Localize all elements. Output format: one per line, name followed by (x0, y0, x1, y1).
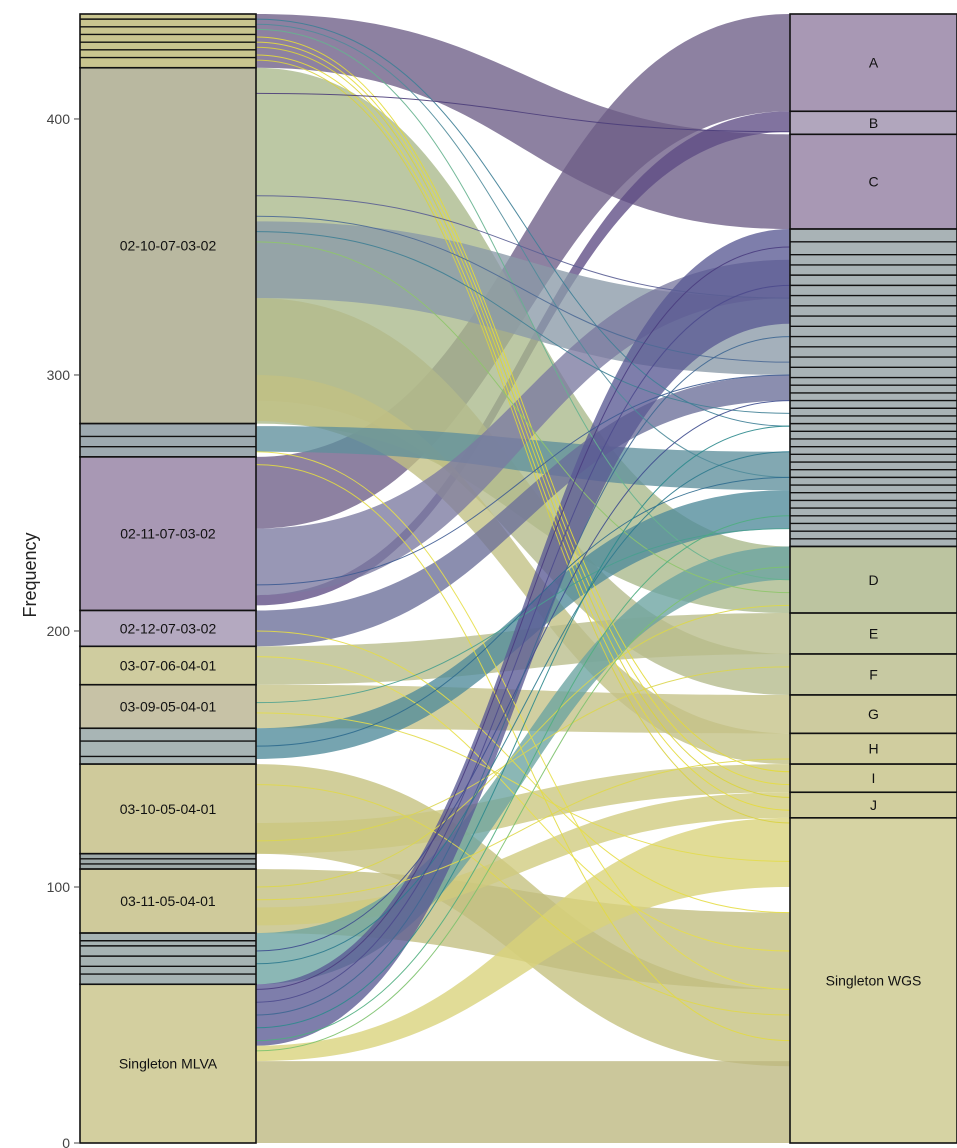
flow-thread-2 (255, 46, 791, 798)
wgs-axis-strata: A B C D E F G HIJ Singleton WGS (789, 13, 957, 1144)
mlva-stratum-0 (79, 13, 257, 69)
flow-thread-0 (255, 36, 791, 773)
flow-thread-28 (255, 284, 791, 1003)
mlva-stratum-label-8: 03-10-05-04-01 (120, 801, 217, 817)
flow-thread-15 (255, 374, 791, 586)
y-tick-label-2: 200 (47, 623, 71, 639)
flow-band-9 (256, 374, 790, 647)
flow-band-7 (256, 426, 790, 491)
mlva-stratum-8 (79, 763, 257, 855)
mlva-stratum-label-4: 02-12-07-03-02 (120, 620, 217, 636)
mlva-stratum-label-1: 02-10-07-03-02 (120, 238, 217, 254)
flow-band-16 (256, 792, 790, 926)
mlva-stratum-1 (79, 66, 257, 425)
y-axis-title: Frequency (20, 532, 40, 617)
wgs-stratum-9 (789, 763, 957, 794)
wgs-stratum-label-2: C (868, 174, 878, 190)
mlva-stratum-11 (79, 932, 257, 986)
wgs-stratum-label-1: B (869, 115, 878, 131)
wgs-stratum-6 (789, 653, 957, 696)
wgs-stratum-label-5: E (869, 626, 878, 642)
flow-band-18 (256, 229, 790, 1046)
wgs-stratum-11 (789, 817, 957, 1144)
flow-thread-13 (255, 451, 791, 990)
wgs-stratum-7 (789, 694, 957, 735)
wgs-stratum-label-0: A (869, 55, 879, 71)
mlva-stratum-4 (79, 609, 257, 648)
flow-thread-4 (255, 59, 791, 824)
mlva-stratum-label-12: Singleton MLVA (119, 1056, 218, 1072)
flow-thread-10 (255, 215, 791, 363)
wgs-stratum-8 (789, 732, 957, 765)
mlva-stratum-label-6: 03-09-05-04-01 (120, 699, 217, 715)
wgs-stratum-label-4: D (868, 572, 878, 588)
flow-thread-24 (255, 758, 791, 901)
flow-thread-3 (255, 54, 791, 811)
flow-band-6 (256, 374, 790, 765)
mlva-stratum-6 (79, 683, 257, 730)
y-tick-label-0: 0 (62, 1135, 70, 1148)
flow-thread-18 (255, 528, 791, 704)
flow-thread-7 (255, 28, 791, 581)
wgs-stratum-0 (789, 13, 957, 113)
wgs-stratum-label-8: H (868, 741, 878, 757)
flow-thread-9 (255, 195, 791, 299)
flow-thread-23 (255, 604, 791, 888)
y-axis: 0 100 200 300 400 (47, 111, 79, 1148)
flow-band-17 (256, 546, 790, 985)
flow-thread-22 (255, 666, 791, 842)
flow-thread-8 (255, 92, 791, 133)
flow-thread-20 (255, 476, 791, 747)
flow-band-8 (256, 259, 790, 596)
flow-thread-32 (255, 566, 791, 1052)
wgs-stratum-label-10: J (870, 797, 877, 813)
mlva-stratum-label-3: 02-11-07-03-02 (120, 526, 216, 542)
mlva-stratum-2 (79, 422, 257, 458)
flows-layer (256, 14, 790, 1143)
wgs-stratum-label-9: I (872, 770, 876, 786)
flow-thread-5 (255, 23, 791, 478)
flow-thread-30 (255, 425, 791, 1029)
wgs-stratum-label-7: G (868, 706, 879, 722)
mlva-stratum-12 (79, 983, 257, 1144)
mlva-axis-strata: 02-10-07-03-02 02-11-07-03-02 02-12-07-03-… (79, 13, 257, 1144)
flow-thread-19 (255, 712, 791, 862)
mlva-stratum-10 (79, 868, 257, 934)
flow-thread-12 (255, 241, 791, 594)
flow-thread-17 (255, 656, 791, 952)
mlva-stratum-9 (79, 852, 257, 870)
flow-thread-16 (255, 630, 791, 914)
flow-thread-29 (255, 336, 791, 1016)
flow-band-3 (256, 67, 790, 614)
y-tick-label-1: 100 (47, 879, 71, 895)
flow-thread-31 (255, 515, 791, 1042)
mlva-stratum-label-5: 03-07-06-04-01 (120, 658, 217, 674)
y-tick-label-3: 300 (47, 367, 71, 383)
wgs-stratum-label-6: F (869, 667, 878, 683)
flow-band-19 (256, 1061, 790, 1143)
wgs-stratum-2 (789, 133, 957, 230)
mlva-stratum-3 (79, 456, 257, 612)
wgs-stratum-5 (789, 612, 957, 655)
thread-lines-layer (255, 18, 791, 1052)
flow-thread-1 (255, 41, 791, 786)
wgs-stratum-label-11: Singleton WGS (826, 972, 922, 988)
wgs-stratum-4 (789, 545, 957, 614)
mlva-stratum-7 (79, 727, 257, 765)
flow-thread-26 (255, 451, 791, 965)
flow-band-20 (256, 817, 790, 1062)
flow-thread-27 (255, 246, 791, 990)
wgs-stratum-3 (789, 228, 957, 548)
y-tick-label-4: 400 (47, 111, 71, 127)
flow-thread-11 (255, 231, 791, 414)
flow-thread-21 (255, 784, 791, 1016)
mlva-stratum-label-10: 03-11-05-04-01 (120, 893, 216, 909)
flow-thread-14 (255, 464, 791, 1042)
